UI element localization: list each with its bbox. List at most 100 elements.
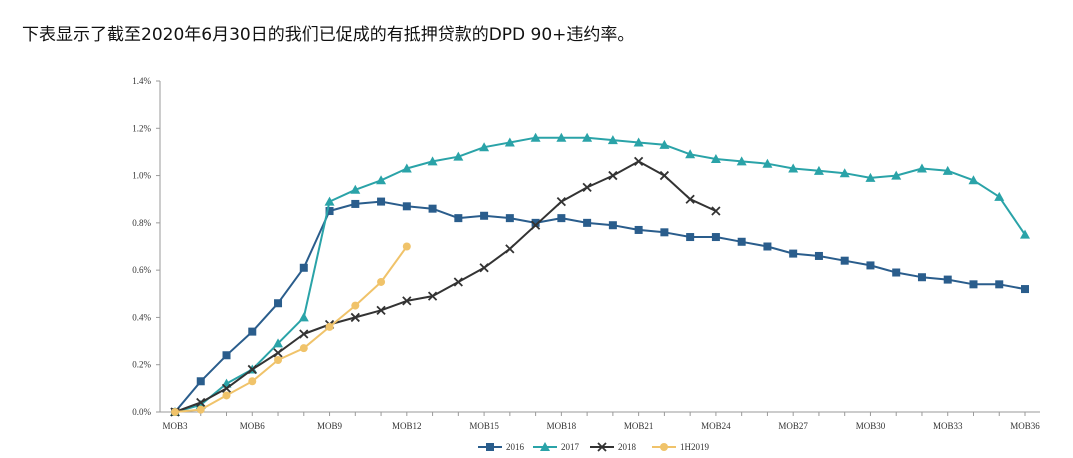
data-point — [273, 348, 283, 358]
data-point — [479, 263, 489, 273]
data-point — [504, 137, 515, 147]
data-point — [788, 163, 799, 173]
data-point — [428, 204, 437, 213]
data-point — [427, 156, 438, 166]
data-point — [685, 194, 695, 204]
data-point — [659, 139, 670, 149]
data-point — [763, 242, 772, 251]
data-point — [480, 211, 489, 220]
data-point — [711, 233, 720, 242]
data-point — [865, 172, 876, 182]
data-point — [1020, 229, 1030, 239]
data-point — [839, 168, 850, 178]
data-point — [299, 344, 308, 353]
data-point — [427, 291, 438, 301]
data-point — [350, 312, 360, 323]
data-point — [556, 196, 567, 207]
data-point — [351, 301, 360, 310]
data-point — [814, 251, 823, 260]
data-point — [324, 196, 335, 206]
data-point — [453, 151, 464, 161]
data-point — [995, 280, 1004, 289]
data-point — [916, 163, 927, 173]
data-point — [891, 170, 902, 180]
series-line — [174, 136, 1026, 413]
data-point — [376, 305, 386, 315]
data-point — [376, 175, 387, 185]
data-point — [221, 383, 232, 393]
data-point — [789, 249, 798, 258]
legend-label: 2018 — [618, 442, 637, 452]
data-point — [866, 261, 875, 270]
data-point — [479, 142, 490, 152]
data-point — [299, 329, 309, 339]
data-point — [248, 327, 257, 336]
data-point — [736, 156, 747, 166]
data-point — [505, 214, 514, 223]
data-point — [582, 182, 592, 193]
y-tick-label: 1.4% — [132, 76, 151, 86]
data-point — [402, 242, 411, 251]
x-tick-label: MOB30 — [856, 421, 886, 431]
series-2016 — [171, 197, 1029, 416]
data-point — [325, 207, 334, 216]
data-point — [943, 275, 952, 284]
data-point — [557, 214, 566, 223]
data-point — [530, 220, 541, 230]
data-point — [454, 214, 463, 223]
data-point — [273, 338, 284, 348]
data-point — [969, 280, 978, 289]
y-tick-label: 0.8% — [132, 218, 151, 228]
series-line — [174, 200, 1026, 413]
legend-item: 2018 — [590, 442, 637, 452]
y-tick-label: 1.2% — [132, 123, 151, 133]
series-group — [170, 132, 1030, 417]
data-point — [762, 158, 773, 168]
data-point — [325, 322, 334, 331]
x-tick-label: MOB6 — [240, 421, 266, 431]
data-point — [196, 397, 206, 408]
legend-item: 2017 — [533, 442, 580, 452]
data-point — [607, 135, 618, 145]
data-point — [840, 256, 849, 265]
legend: 2016 2017 2018 1H2019 — [478, 442, 709, 452]
x-tick-label: MOB33 — [933, 421, 963, 431]
legend-item: 1H2019 — [652, 442, 709, 452]
data-point — [299, 263, 308, 272]
data-point — [685, 149, 696, 159]
data-point — [486, 443, 494, 451]
x-tick-label: MOB21 — [624, 421, 654, 431]
data-point — [892, 268, 901, 277]
data-point — [686, 233, 695, 242]
legend-label: 2017 — [561, 442, 580, 452]
data-point — [710, 154, 721, 164]
data-point — [659, 170, 670, 181]
data-point — [248, 377, 257, 386]
data-point — [402, 202, 411, 211]
series-2018 — [170, 156, 721, 417]
data-point — [196, 405, 205, 414]
data-point — [351, 199, 360, 208]
y-tick-label: 0.2% — [132, 360, 151, 370]
x-tick-label: MOB27 — [778, 421, 808, 431]
data-point — [608, 221, 617, 230]
data-point — [583, 218, 592, 227]
data-point — [942, 165, 953, 175]
x-tick-label: MOB36 — [1010, 421, 1040, 431]
data-point — [377, 197, 386, 206]
data-point — [274, 299, 283, 308]
data-point — [608, 170, 618, 181]
data-point — [660, 228, 669, 237]
x-tick-label: MOB24 — [701, 421, 731, 431]
data-point — [222, 391, 231, 400]
data-point — [453, 277, 463, 287]
data-point — [660, 443, 668, 451]
data-point — [402, 296, 412, 306]
data-point — [634, 225, 643, 234]
data-point — [917, 273, 926, 282]
data-point — [274, 355, 283, 364]
data-point — [377, 277, 386, 286]
data-point — [401, 163, 412, 173]
data-point — [994, 191, 1005, 201]
